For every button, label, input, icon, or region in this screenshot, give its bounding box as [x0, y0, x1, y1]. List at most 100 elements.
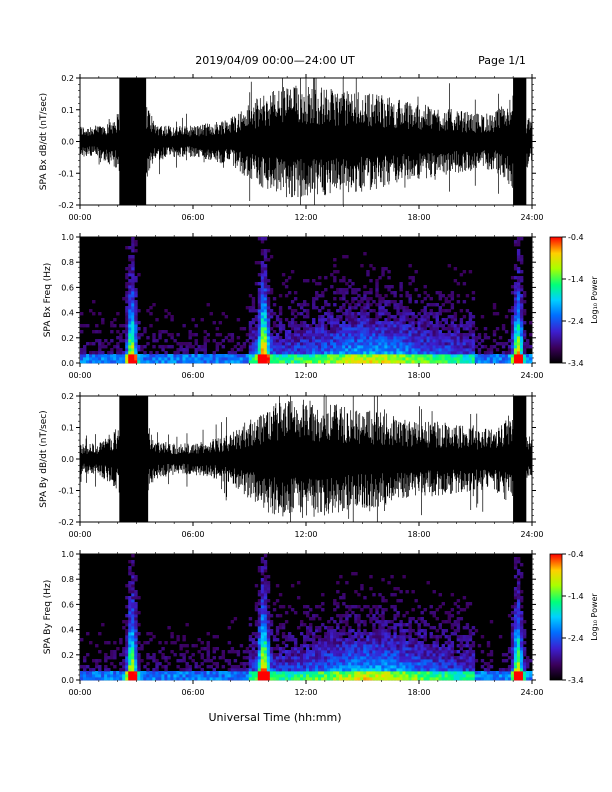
spectrogram-cell [516, 578, 521, 582]
spectrogram-cell [513, 641, 518, 645]
spectrogram-cell [131, 240, 135, 244]
spectrogram-cell [342, 288, 346, 292]
spectrogram-cell [510, 345, 515, 349]
spectrogram-cell [378, 674, 382, 678]
spectrogram-cell [260, 650, 265, 654]
spectrogram-cell [486, 354, 491, 358]
spectrogram-cell [131, 626, 135, 630]
spectrogram-cell [263, 608, 268, 612]
spectrogram-cell [315, 357, 319, 361]
spectrogram-cell [414, 315, 418, 319]
spectrogram-cell [432, 647, 436, 651]
spectrogram-cell [354, 345, 358, 349]
spectrogram-cell [402, 321, 406, 325]
spectrogram-cell [131, 243, 135, 247]
spectrogram-cell [251, 318, 256, 322]
spectrogram-cell [119, 357, 123, 361]
spectrogram-cell [122, 674, 126, 678]
spectrogram-cell [384, 638, 388, 642]
spectrogram-cell [312, 345, 316, 349]
spectrogram-cell [396, 662, 400, 666]
spectrogram-cell [357, 348, 361, 352]
spectrogram-cell [513, 662, 518, 666]
spectrogram-cell [272, 342, 277, 346]
spectrogram-cell [318, 327, 322, 331]
y-tick-label: 0.6 [61, 283, 74, 292]
spectrogram-cell [146, 360, 150, 364]
spectrogram-cell [357, 668, 361, 672]
spectrogram-cell [390, 650, 394, 654]
spectrogram-cell [390, 575, 394, 579]
spectrogram-cell [312, 635, 316, 639]
spectrogram-cell [411, 644, 415, 648]
spectrogram-cell [519, 360, 524, 364]
spectrogram-cell [363, 252, 367, 256]
spectrogram-cell [299, 671, 304, 675]
spectrogram-cell [450, 593, 455, 597]
spectrogram-cell [432, 641, 436, 645]
spectrogram-cell [441, 348, 446, 352]
spectrogram-cell [468, 360, 473, 364]
spectrogram-cell [459, 345, 464, 349]
spectrogram-cell [381, 632, 385, 636]
spectrogram-cell [426, 665, 430, 669]
spectrogram-cell [89, 674, 93, 678]
spectrogram-cell [516, 345, 521, 349]
spectrogram-cell [390, 285, 394, 289]
spectrogram-cell [306, 665, 310, 669]
spectrogram-cell [408, 351, 412, 355]
spectrogram-cell [342, 333, 346, 337]
spectrogram-cell [251, 333, 256, 337]
spectrogram-cell [369, 321, 373, 325]
spectrogram-cell [516, 626, 521, 630]
spectrogram-cell [375, 336, 379, 340]
spectrogram-cell [266, 360, 271, 364]
spectrogram-cell [333, 354, 337, 358]
spectrogram-cell [200, 671, 204, 675]
spectrogram-cell [525, 342, 530, 346]
spectrogram-cell [164, 309, 168, 313]
spectrogram-cell [405, 659, 409, 663]
spectrogram-cell [266, 665, 271, 669]
spectrogram-cell [218, 333, 223, 337]
spectrogram-cell [239, 345, 244, 349]
spectrogram-cell [396, 336, 400, 340]
spectrogram-cell [450, 614, 455, 618]
spectrogram-cell [299, 677, 304, 681]
spectrogram-cell [110, 357, 114, 361]
spectrogram-cell [438, 668, 442, 672]
spectrogram-cell [345, 674, 349, 678]
spectrogram-cell [230, 360, 235, 364]
spectrogram-cell [306, 644, 310, 648]
spectrogram-cell [293, 321, 298, 325]
spectrogram-cell [200, 668, 204, 672]
spectrogram-cell [468, 327, 473, 331]
spectrogram-cell [414, 659, 418, 663]
spectrogram-cell [260, 641, 265, 645]
spectrogram-cell [212, 360, 216, 364]
spectrogram-cell [471, 644, 476, 648]
spectrogram-cell [351, 330, 355, 334]
spectrogram-cell [324, 342, 328, 346]
spectrogram-cell [471, 671, 476, 675]
spectrogram-cell [495, 357, 500, 361]
spectrogram-cell [468, 351, 473, 355]
spectrogram-cell [263, 662, 268, 666]
spectrogram-cell [230, 339, 235, 343]
spectrogram-cell [369, 650, 373, 654]
spectrogram-cell [420, 354, 424, 358]
spectrogram-cell [414, 348, 418, 352]
spectrogram-cell [122, 665, 126, 669]
spectrogram-cell [89, 671, 93, 675]
spectrogram-cell [278, 674, 283, 678]
spectrogram-cell [134, 330, 138, 334]
spectrogram-cell [357, 327, 361, 331]
spectrogram-cell [357, 339, 361, 343]
spectrogram-cell [453, 351, 458, 355]
spectrogram-cell [260, 638, 265, 642]
spectrogram-cell [489, 357, 494, 361]
spectrogram-cell [128, 626, 132, 630]
spectrogram-cell [417, 324, 421, 328]
spectrogram-cell [263, 653, 268, 657]
spectrogram-cell [345, 324, 349, 328]
